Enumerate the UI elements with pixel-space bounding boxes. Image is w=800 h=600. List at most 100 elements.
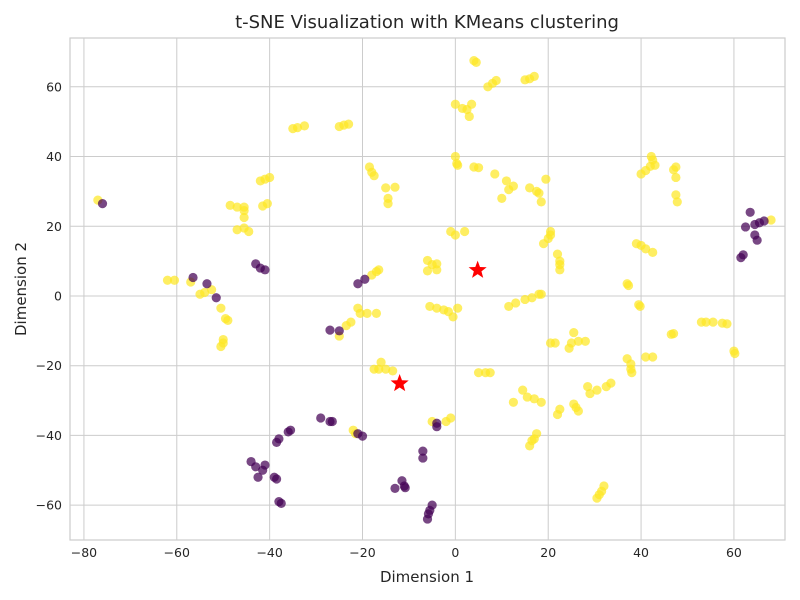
cluster-0-point [752,235,762,245]
cluster-1-point [265,172,275,183]
cluster-0-point [327,416,337,427]
cluster-1-point [448,312,458,322]
cluster-1-point [383,198,393,209]
cluster-0-point [97,198,108,209]
cluster-1-point [508,397,518,407]
cluster-1-point [225,200,235,210]
cluster-1-point [627,368,637,378]
cluster-1-point [529,71,539,81]
cluster-1-point [606,378,616,388]
cluster-1-point [473,368,484,378]
cluster-0-point [357,431,368,441]
cluster-1-point [671,190,681,200]
y-tick-label: 20 [46,219,62,234]
cluster-1-point [341,321,351,331]
cluster-0-point [272,437,282,447]
cluster-1-point [730,348,740,359]
x-tick-label: 40 [633,545,649,560]
cluster-1-point [200,287,210,298]
cluster-0-point [211,293,221,303]
cluster-1-point [511,298,521,308]
cluster-1-point [432,265,442,275]
cluster-1-point [648,352,658,362]
cluster-1-point [525,183,535,193]
x-axis-label: Dimension 1 [380,568,474,586]
cluster-1-point [169,275,180,285]
cluster-1-point [362,308,372,319]
cluster-1-point [641,244,651,254]
cluster-1-point [583,382,593,392]
cluster-1-point [522,392,532,402]
cluster-1-point [708,317,718,327]
cluster-1-point [450,99,460,109]
cluster-1-point [450,151,460,162]
cluster-1-point [371,308,382,319]
centroid-markers [390,260,487,392]
cluster-1-point [527,293,537,303]
cluster-1-point [518,385,528,395]
cluster-1-point [532,429,542,439]
cluster-1-point [216,341,226,352]
cluster-1-point [388,366,398,376]
cluster-0-point [740,222,751,232]
cluster-1-point [538,239,549,249]
x-tick-label: 0 [451,545,459,560]
cluster-1-point [573,406,583,416]
cluster-0-point [188,272,198,283]
cluster-1-point [501,176,512,186]
cluster-1-point [485,368,495,378]
cluster-0-point [418,453,428,463]
cluster-1-point [239,205,249,216]
cluster-1-point [162,275,173,285]
cluster-1-point [569,327,579,338]
cluster-1-point [641,352,651,362]
y-tick-label: −20 [36,358,62,373]
grid-lines [70,38,785,540]
cluster-1-point [425,301,435,312]
cluster-0-point [738,250,748,260]
cluster-0-point [360,274,370,284]
cluster-1-point [390,182,400,192]
cluster-1-point [216,303,226,313]
cluster-1-point [292,122,303,133]
cluster-1-point [541,174,551,184]
cluster-1-point [453,160,463,170]
cluster-1-point [504,301,514,312]
x-tick-label: −60 [164,545,190,560]
cluster-0-point [276,498,286,508]
cluster-1-point [536,289,546,299]
x-tick-label: −80 [71,545,97,560]
cluster-1-point [592,385,602,395]
x-tick-labels: −80 −60 −40 −20 0 20 40 60 [71,545,742,560]
cluster-1-point [422,266,433,276]
x-tick-label: −20 [349,545,375,560]
cluster-0-point [260,265,270,275]
cluster-1-point [450,230,460,240]
cluster-1-point [464,111,474,122]
cluster-1-point [381,364,391,374]
cluster-1-point [473,163,484,173]
cluster-0-point [272,474,282,484]
cluster-1-point [471,57,481,68]
cluster-1-point [355,308,365,319]
cluster-1-point [232,225,242,235]
cluster-0-point [285,425,296,435]
y-tick-label: 40 [46,149,62,164]
cluster-1-point [573,336,583,346]
cluster-1-point [504,185,514,195]
cluster-1-point [467,99,477,109]
cluster-1-point [299,121,310,131]
cluster-0-point [251,462,261,472]
cluster-1-point [343,119,354,129]
cluster-1-point [374,364,384,374]
cluster-0-point [202,279,212,289]
cluster-1-point [672,197,682,207]
cluster-0-point [390,483,400,494]
cluster-1-point [766,215,776,225]
x-tick-label: 60 [726,545,742,560]
x-tick-label: 20 [540,545,556,560]
y-axis-label: Dimension 2 [12,242,30,336]
cluster-0-point [745,207,755,217]
cluster-1-point [650,160,660,170]
